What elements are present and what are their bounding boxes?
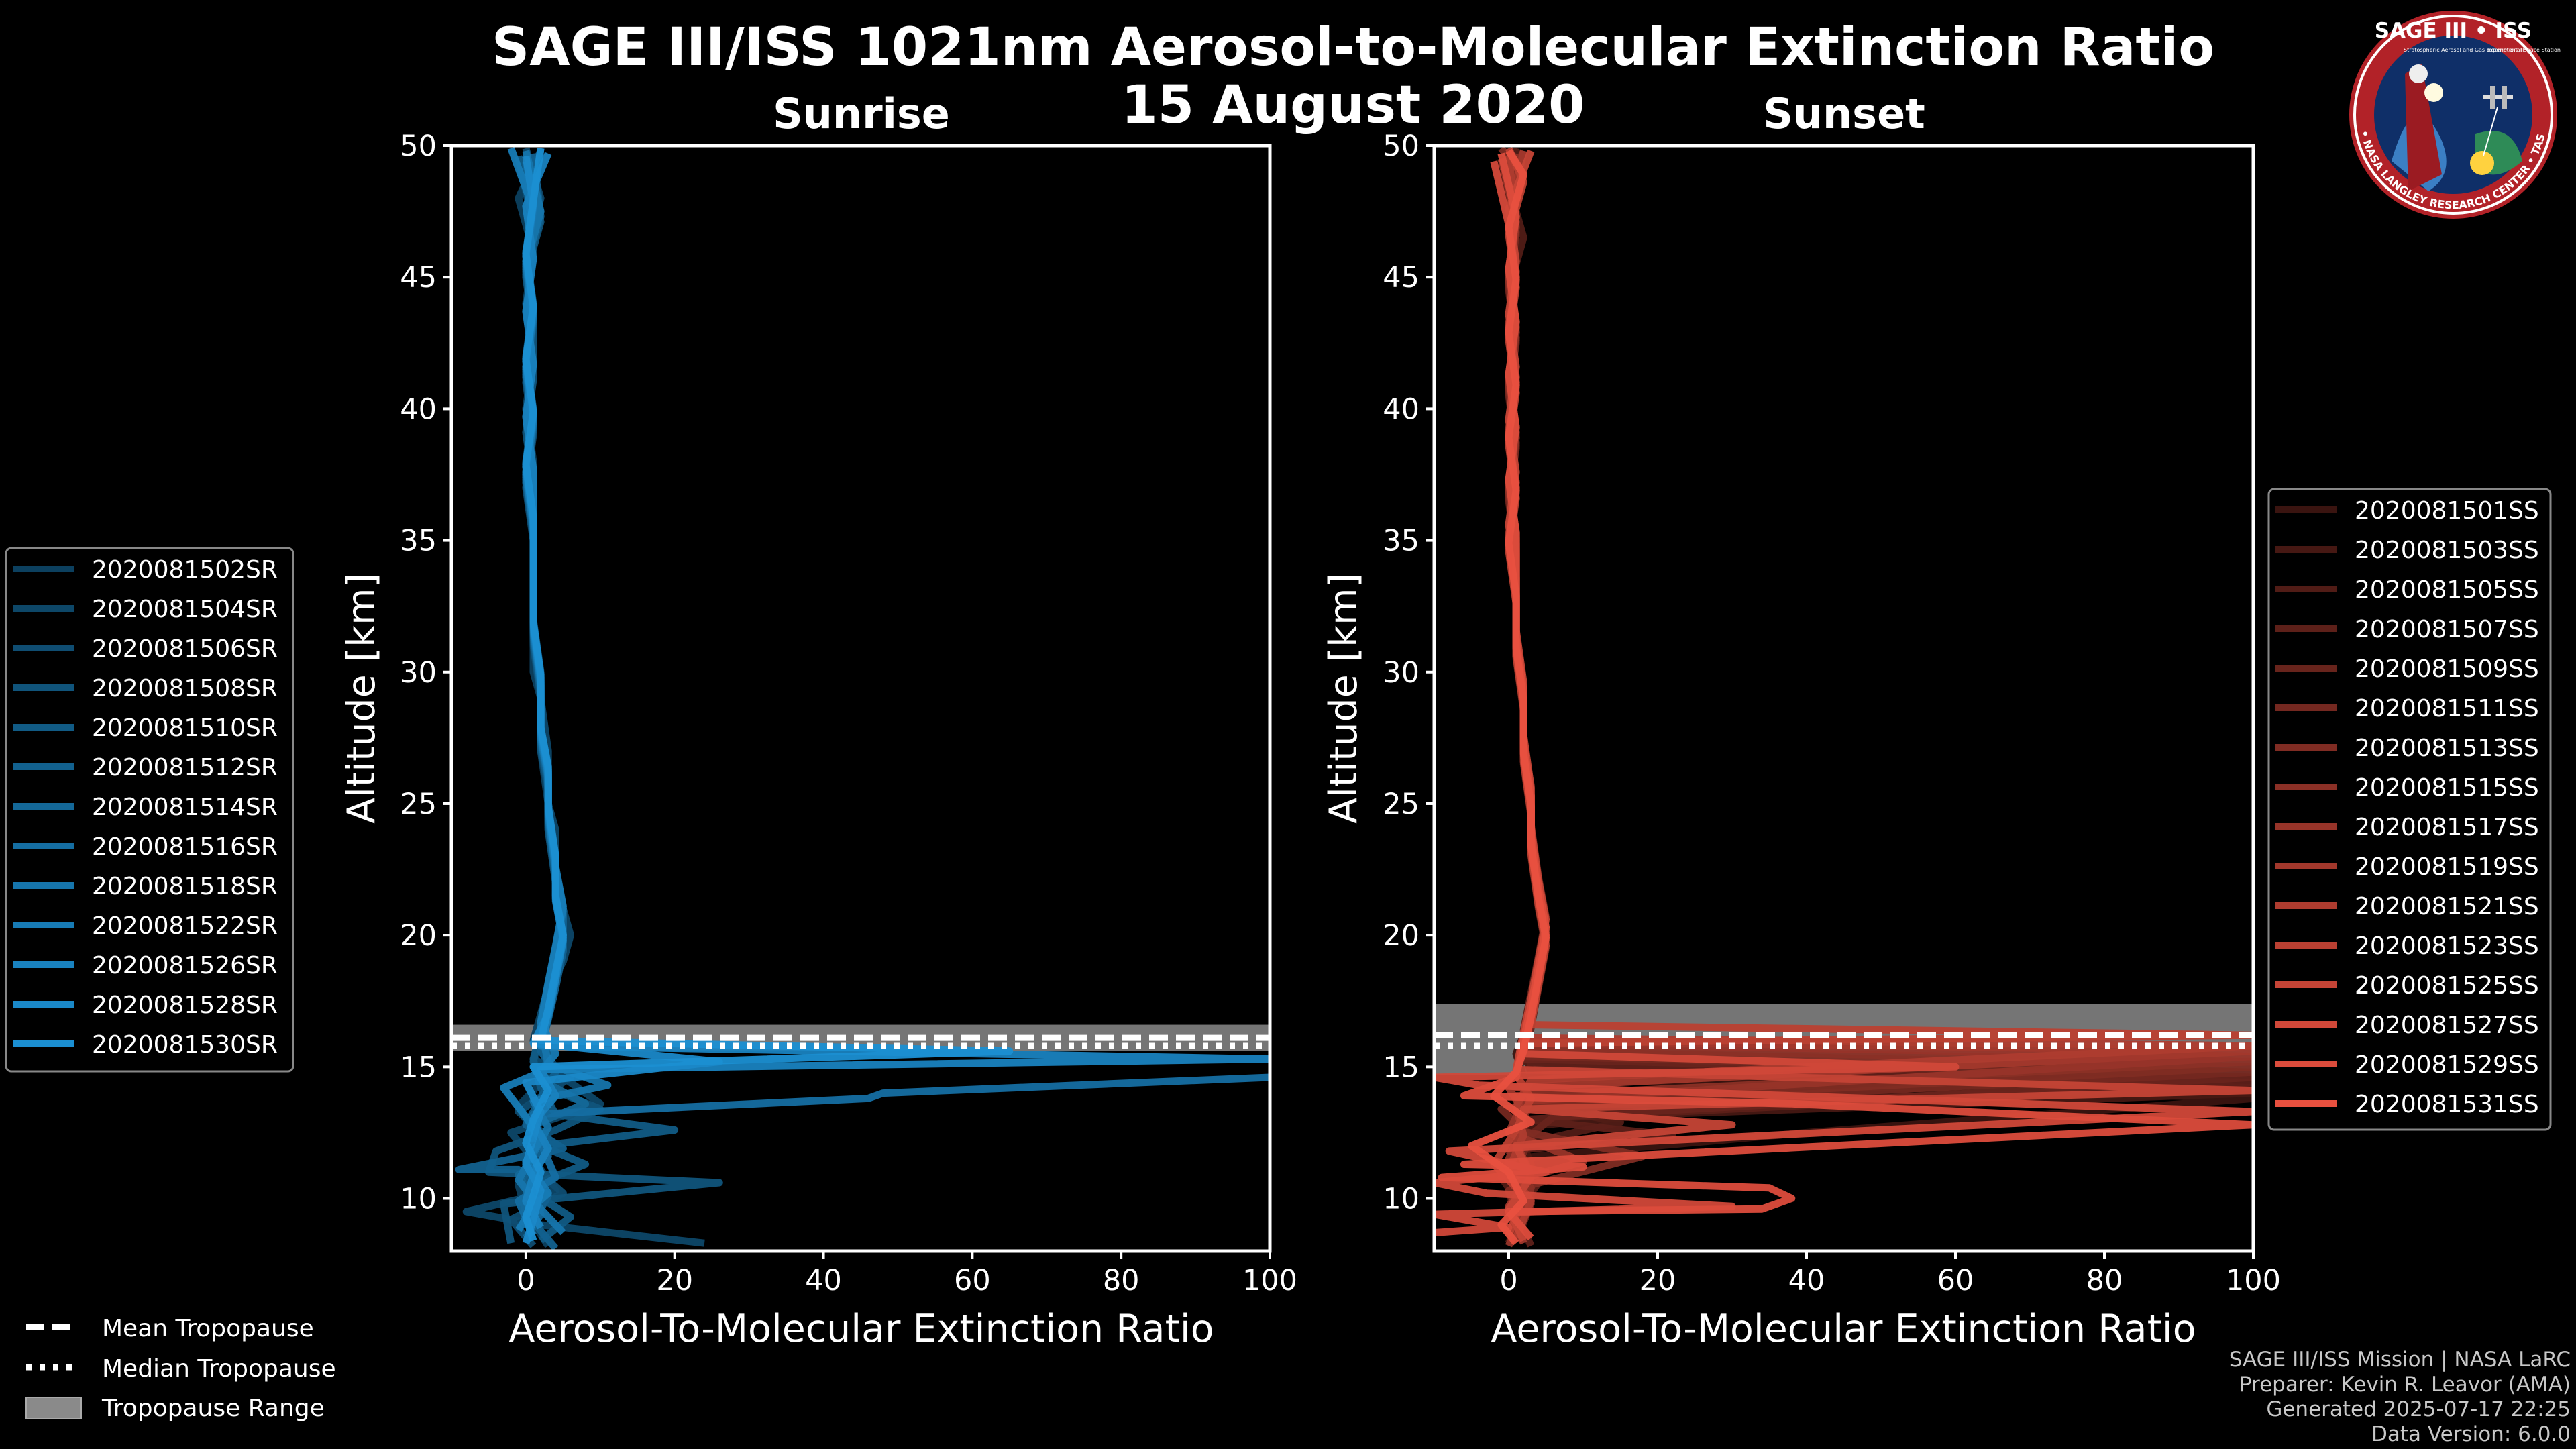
sunset-panel-title: Sunset <box>1763 89 1925 138</box>
series-line-2020081516SR <box>515 1073 1270 1237</box>
x-tick-label: 80 <box>2086 1264 2123 1297</box>
x-tick-label: 60 <box>954 1264 991 1297</box>
sunrise-panel: 0 20 40 60 80 100 10 15 20 25 30 35 40 45 50 Aerosol-T… <box>339 129 1297 1351</box>
sunrise-xlabel: Aerosol-To-Molecular Extinction Ratio <box>508 1307 1214 1351</box>
series-line-2020081531SS <box>1468 148 1550 1246</box>
legend-label: 2020081517SS <box>2355 814 2539 841</box>
sunrise-legend-frame <box>5 547 294 1073</box>
x-tick-label: 40 <box>805 1264 842 1297</box>
y-tick-label: 15 <box>400 1051 437 1084</box>
sunset-series <box>1434 146 2253 1248</box>
x-tick-label: 0 <box>517 1264 535 1297</box>
iss-icon <box>2483 86 2513 109</box>
figure-date: 15 August 2020 <box>1122 75 1585 136</box>
y-tick-label: 10 <box>1383 1183 1419 1216</box>
series-line-2020081528SR <box>522 155 723 1244</box>
y-tick-label: 40 <box>1383 392 1419 426</box>
y-tick-label: 25 <box>1383 788 1419 821</box>
series-line-2020081530SR <box>522 148 1014 1242</box>
legend-label: 2020081526SR <box>92 952 278 979</box>
legend-label: 2020081514SR <box>92 794 278 821</box>
wizard-figure-icon <box>2405 64 2442 191</box>
x-tick-label: 100 <box>1242 1264 1297 1297</box>
legend-label: 2020081502SR <box>92 556 278 584</box>
sunrise-ylabel: Altitude [km] <box>339 573 384 824</box>
sunset-panel: 0 20 40 60 80 100 10 15 20 25 30 35 40 45 50 Aerosol-T… <box>1322 129 2281 1351</box>
sunset-xlabel: Aerosol-To-Molecular Extinction Ratio <box>1491 1307 2196 1351</box>
y-tick-label: 15 <box>1383 1051 1419 1084</box>
y-tick-label: 40 <box>400 392 437 426</box>
sunset-axes-frame <box>1432 144 2255 1253</box>
footer-mission: SAGE III/ISS Mission | NASA LaRC <box>2229 1348 2571 1372</box>
legend-label: 2020081528SR <box>92 991 278 1019</box>
footer-preparer: Preparer: Kevin R. Leavor (AMA) <box>2239 1373 2571 1397</box>
legend-label: 2020081530SR <box>92 1031 278 1059</box>
tropopause-range-swatch <box>25 1397 82 1419</box>
mean-tropopause-label: Mean Tropopause <box>102 1315 314 1342</box>
legend-label: 2020081501SS <box>2355 497 2539 525</box>
y-tick-label: 45 <box>1383 261 1419 294</box>
footer: SAGE III/ISS Mission | NASA LaRC Prepare… <box>2229 1348 2571 1446</box>
footer-data-version: Data Version: 6.0.0 <box>2371 1422 2571 1446</box>
y-tick-label: 30 <box>1383 656 1419 690</box>
legend-label: 2020081523SS <box>2355 932 2539 960</box>
x-tick-label: 20 <box>656 1264 693 1297</box>
legend-label: 2020081510SR <box>92 714 278 742</box>
legend-label: 2020081529SS <box>2355 1051 2539 1079</box>
logo-subtitle-iss: International Space Station <box>2487 47 2561 53</box>
y-tick-label: 35 <box>1383 525 1419 558</box>
legend-label: 2020081511SS <box>2355 695 2539 722</box>
x-tick-label: 40 <box>1788 1264 1825 1297</box>
legend-label: 2020081509SS <box>2355 655 2539 683</box>
legend-label: 2020081515SS <box>2355 774 2539 802</box>
sunset-legend: 2020081501SS 2020081503SS 2020081505SS 2020… <box>2267 488 2552 1131</box>
logo-subtitle: Stratospheric Aerosol and Gas Experiment… <box>2404 47 2524 53</box>
y-tick-label: 50 <box>400 129 437 163</box>
legend-label: 2020081521SS <box>2355 893 2539 920</box>
sunrise-panel-title: Sunrise <box>773 89 950 138</box>
x-tick-label: 20 <box>1640 1264 1676 1297</box>
legend-label: 2020081513SS <box>2355 735 2539 762</box>
legend-label: 2020081525SS <box>2355 972 2539 1000</box>
legend-label: 2020081508SR <box>92 675 278 702</box>
y-tick-label: 45 <box>400 261 437 294</box>
legend-label: 2020081527SS <box>2355 1012 2539 1039</box>
x-tick-label: 0 <box>1499 1264 1517 1297</box>
sunset-ylabel: Altitude [km] <box>1322 573 1366 824</box>
legend-label: 2020081522SR <box>92 912 278 940</box>
y-tick-label: 50 <box>1383 129 1419 163</box>
y-tick-label: 20 <box>400 919 437 953</box>
legend-label: 2020081519SS <box>2355 853 2539 881</box>
legend-label: 2020081516SR <box>92 833 278 861</box>
sunrise-series <box>455 146 1270 1251</box>
tropopause-range-label: Tropopause Range <box>101 1395 325 1422</box>
legend-label: 2020081503SS <box>2355 537 2539 564</box>
legend-label: 2020081504SR <box>92 596 278 623</box>
legend-label: 2020081505SS <box>2355 576 2539 604</box>
y-tick-label: 20 <box>1383 919 1419 953</box>
legend-label: 2020081512SR <box>92 754 278 782</box>
sunrise-legend: 2020081502SR 2020081504SR 2020081506SR 2020… <box>5 547 294 1073</box>
footer-generated: Generated 2025-07-17 22:25 <box>2266 1397 2571 1421</box>
y-tick-label: 25 <box>400 788 437 821</box>
moon-icon <box>2424 83 2443 102</box>
figure-title: SAGE III/ISS 1021nm Aerosol-to-Molecular… <box>492 17 2214 78</box>
legend-label: 2020081531SS <box>2355 1091 2539 1118</box>
sunset-legend-frame <box>2267 488 2552 1131</box>
y-tick-label: 35 <box>400 525 437 558</box>
y-tick-label: 30 <box>400 656 437 690</box>
x-tick-label: 80 <box>1103 1264 1140 1297</box>
sunrise-axes-frame <box>449 144 1272 1253</box>
legend-label: 2020081518SR <box>92 873 278 900</box>
logo-title: SAGE III • ISS <box>2375 19 2532 43</box>
x-tick-label: 60 <box>1937 1264 1974 1297</box>
legend-label: 2020081507SS <box>2355 616 2539 643</box>
y-tick-label: 10 <box>400 1183 437 1216</box>
legend-label: 2020081506SR <box>92 635 278 663</box>
sun-icon <box>2470 151 2494 175</box>
x-tick-label: 100 <box>2226 1264 2281 1297</box>
tropopause-legend: Mean Tropopause Median Tropopause Tropop… <box>25 1315 336 1422</box>
median-tropopause-label: Median Tropopause <box>102 1355 336 1383</box>
